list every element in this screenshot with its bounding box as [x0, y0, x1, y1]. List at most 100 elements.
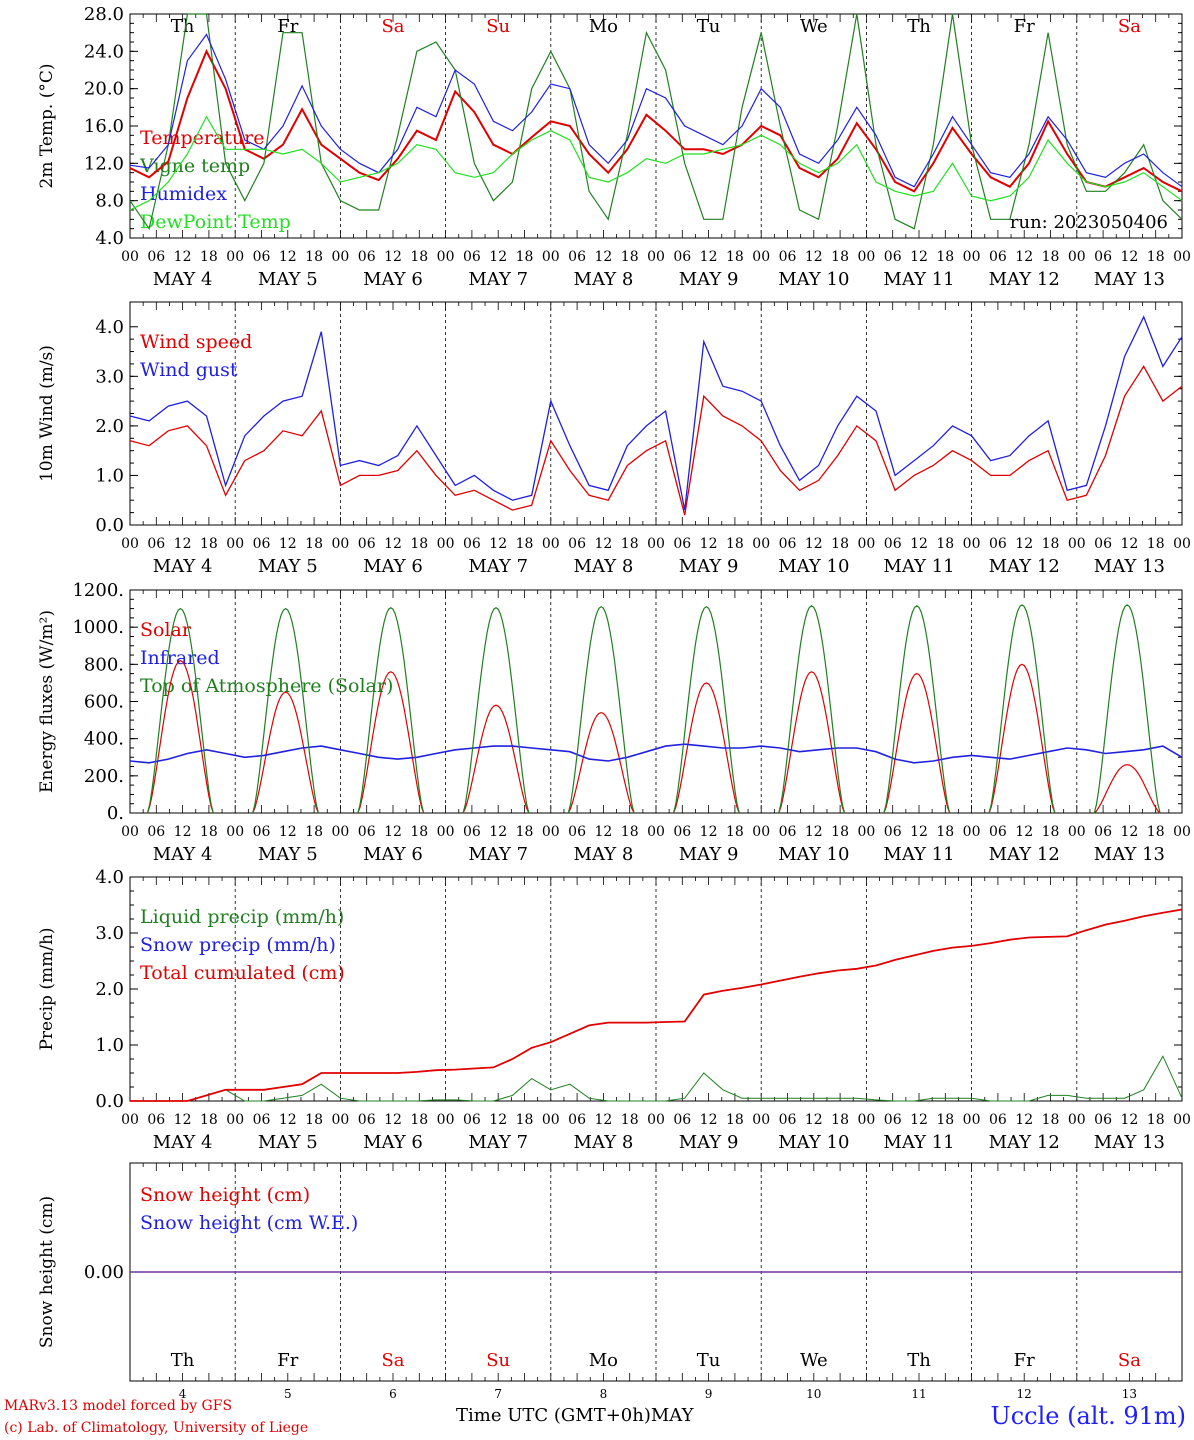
hour-tick-label: 18 [936, 1112, 954, 1128]
hour-tick-label: 00 [437, 824, 455, 840]
hour-tick-label: 00 [752, 824, 770, 840]
hour-tick-label: 00 [1173, 536, 1191, 552]
y-tick-label: 4.0 [95, 228, 124, 249]
hour-tick-label: 00 [647, 1112, 665, 1128]
hour-tick-label: 18 [1042, 1112, 1060, 1128]
hour-tick-label: 06 [358, 536, 376, 552]
y-tick-label: 600. [84, 692, 124, 713]
hour-tick-label: 06 [1094, 1112, 1112, 1128]
hour-tick-label: 06 [568, 1112, 586, 1128]
hour-tick-label: 12 [910, 1112, 928, 1128]
hour-tick-label: 06 [673, 824, 691, 840]
weekday-label: Th [907, 1350, 931, 1371]
hour-tick-label: 00 [857, 249, 875, 265]
y-axis-title: Energy fluxes (W/m²) [37, 610, 57, 793]
hour-tick-label: 00 [1173, 824, 1191, 840]
hour-tick-label: 06 [253, 1112, 271, 1128]
hour-tick-label: 00 [226, 1112, 244, 1128]
y-axis-title: 10m Wind (m/s) [37, 345, 57, 482]
hour-tick-label: 12 [1120, 536, 1138, 552]
hour-tick-label: 00 [226, 824, 244, 840]
date-label: MAY 9 [679, 1132, 739, 1153]
weekday-label: Sa [381, 16, 404, 37]
date-label: MAY 12 [989, 269, 1060, 290]
hour-tick-label: 00 [542, 1112, 560, 1128]
hour-tick-label: 18 [831, 1112, 849, 1128]
hour-tick-label: 06 [463, 1112, 481, 1128]
hour-tick-label: 00 [1068, 1112, 1086, 1128]
hour-tick-label: 00 [752, 536, 770, 552]
hour-tick-label: 06 [673, 249, 691, 265]
hour-tick-label: 18 [936, 249, 954, 265]
hour-tick-label: 12 [594, 824, 612, 840]
hour-tick-label: 18 [516, 536, 534, 552]
legend-entry: Liquid precip (mm/h) [140, 906, 344, 928]
legend-entry: Snow precip (mm/h) [140, 934, 336, 956]
hour-tick-label: 18 [831, 536, 849, 552]
hour-tick-label: 06 [358, 249, 376, 265]
hour-tick-label: 12 [1015, 536, 1033, 552]
series-line [130, 1055, 1183, 1102]
date-label: MAY 11 [883, 556, 954, 577]
hour-tick-label: 06 [147, 1112, 165, 1128]
hour-tick-label: 00 [331, 249, 349, 265]
date-label: MAY 13 [1094, 556, 1165, 577]
panel-frame-3 [129, 589, 1183, 814]
hour-tick-label: 06 [147, 536, 165, 552]
weekday-label: Th [171, 1350, 195, 1371]
hour-tick-label: 06 [1094, 536, 1112, 552]
hour-tick-label: 06 [884, 824, 902, 840]
weekday-label: We [800, 16, 828, 37]
hour-tick-label: 12 [805, 536, 823, 552]
hour-tick-label: 00 [437, 249, 455, 265]
date-label: MAY 12 [989, 1132, 1060, 1153]
date-label: MAY 6 [363, 844, 423, 865]
station-label: Uccle (alt. 91m) [990, 1402, 1186, 1430]
hour-tick-label: 06 [1094, 249, 1112, 265]
date-label: MAY 4 [153, 269, 213, 290]
hour-tick-label: 00 [542, 249, 560, 265]
y-tick-label: 3.0 [95, 366, 124, 387]
hour-tick-label: 06 [673, 536, 691, 552]
y-tick-label: 200. [84, 766, 124, 787]
legend-entry: Wind speed [140, 331, 252, 353]
y-tick-label: 400. [84, 729, 124, 750]
hour-tick-label: 18 [1042, 249, 1060, 265]
hour-tick-label: 18 [831, 249, 849, 265]
hour-tick-label: 00 [752, 249, 770, 265]
y-axis-title: Precip (mm/h) [37, 927, 57, 1050]
day-number: 5 [284, 1387, 292, 1401]
weekday-label: Th [171, 16, 195, 37]
hour-tick-label: 12 [1120, 249, 1138, 265]
hour-tick-label: 06 [779, 1112, 797, 1128]
hour-tick-label: 12 [594, 536, 612, 552]
date-label: MAY 7 [468, 1132, 528, 1153]
hour-tick-label: 12 [174, 536, 192, 552]
y-tick-label: 4.0 [95, 867, 124, 888]
hour-tick-label: 12 [805, 1112, 823, 1128]
model-credit: MARv3.13 model forced by GFS [4, 1398, 233, 1414]
y-tick-label: 3.0 [95, 923, 124, 944]
hour-tick-label: 18 [621, 1112, 639, 1128]
hour-tick-label: 00 [1068, 824, 1086, 840]
hour-tick-label: 12 [910, 536, 928, 552]
legend-entry: Snow height (cm) [140, 1184, 310, 1206]
hour-tick-label: 12 [805, 824, 823, 840]
y-tick-label: 0.0 [95, 515, 124, 536]
hour-tick-label: 12 [384, 824, 402, 840]
date-label: MAY 8 [574, 1132, 634, 1153]
hour-tick-label: 00 [857, 824, 875, 840]
hour-tick-label: 18 [936, 824, 954, 840]
weekday-label: Sa [1118, 1350, 1141, 1371]
hour-tick-label: 06 [358, 824, 376, 840]
hour-tick-label: 06 [568, 249, 586, 265]
series-line [129, 33, 1183, 188]
date-label: MAY 7 [468, 844, 528, 865]
hour-tick-label: 12 [489, 536, 507, 552]
hour-tick-label: 12 [279, 536, 297, 552]
hour-tick-label: 06 [884, 1112, 902, 1128]
date-label: MAY 13 [1094, 269, 1165, 290]
hour-tick-label: 00 [963, 249, 981, 265]
day-number: 13 [1122, 1387, 1137, 1401]
date-label: MAY 12 [989, 556, 1060, 577]
